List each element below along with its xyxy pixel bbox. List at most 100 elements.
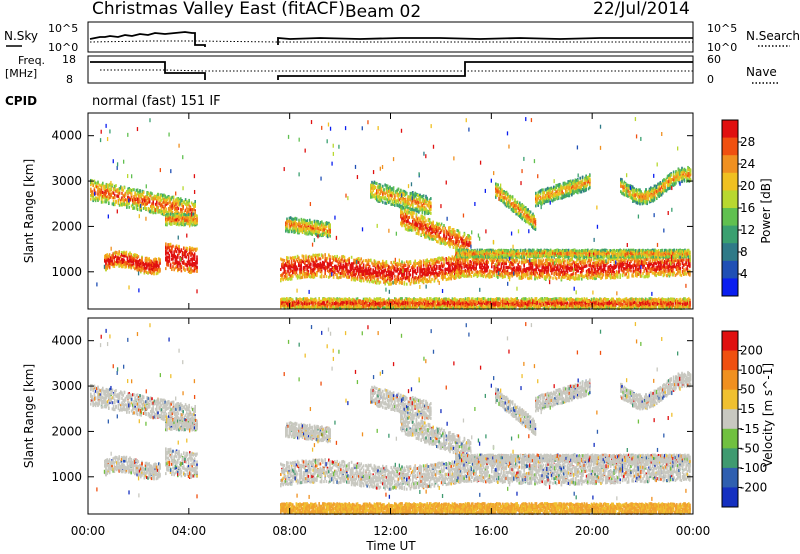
- power-echo: [129, 188, 132, 192]
- power-echo: [108, 183, 110, 187]
- power-echo: [106, 186, 109, 190]
- power-echo: [122, 202, 124, 206]
- power-echo: [420, 260, 422, 264]
- power-echo: [148, 192, 151, 196]
- power-echo: [151, 196, 153, 200]
- power-echo: [150, 194, 152, 198]
- power-echo: [356, 275, 359, 279]
- power-echo: [104, 184, 106, 188]
- power-echo: [115, 189, 117, 193]
- power-echo: [329, 230, 331, 234]
- power-echo: [141, 257, 143, 261]
- power-echo: [117, 189, 120, 193]
- power-echo: [428, 267, 431, 271]
- power-echo: [102, 181, 104, 185]
- power-echo: [379, 280, 382, 284]
- power-echo: [126, 198, 128, 202]
- power-echo: [353, 269, 355, 273]
- power-echo: [408, 215, 410, 219]
- power-echo: [505, 262, 507, 266]
- power-echo: [133, 188, 135, 192]
- power-echo: [128, 201, 130, 205]
- power-echo: [150, 204, 152, 208]
- power-echo: [340, 275, 342, 279]
- nsearch-tick-low: 10^0: [707, 41, 737, 54]
- power-echo: [90, 193, 92, 197]
- power-echo: [444, 274, 446, 278]
- power-echo: [144, 206, 146, 210]
- nsearch-label: N.Search: [746, 29, 800, 43]
- power-echo: [121, 202, 123, 206]
- power-echo: [94, 184, 97, 188]
- power-echo: [362, 259, 365, 263]
- power-echo: [112, 196, 115, 200]
- date-label: 22/Jul/2014: [593, 0, 690, 19]
- power-echo: [421, 211, 424, 215]
- power-echo: [196, 260, 198, 264]
- power-echo: [148, 194, 151, 198]
- power-echo: [148, 200, 151, 204]
- power-echo: [167, 263, 169, 267]
- power-echo: [323, 275, 325, 279]
- power-echo: [184, 268, 186, 272]
- power-echo: [110, 194, 112, 198]
- power-echo: [108, 188, 110, 192]
- nsky-series-2: [277, 37, 693, 45]
- power-echo: [109, 182, 111, 186]
- power-echo: [126, 204, 128, 208]
- power-echo: [102, 183, 104, 187]
- power-echo: [416, 268, 419, 272]
- power-echo: [166, 222, 168, 226]
- power-echo: [404, 263, 407, 267]
- power-echo: [114, 188, 116, 192]
- power-echo: [99, 188, 102, 192]
- power-echo: [96, 182, 98, 186]
- power-echo: [370, 258, 372, 262]
- power-echo: [150, 191, 152, 195]
- power-echo: [394, 266, 396, 270]
- power-echo: [318, 253, 320, 257]
- power-echo: [115, 184, 117, 188]
- power-echo: [116, 194, 118, 198]
- power-echo: [458, 240, 461, 244]
- power-echo: [324, 253, 326, 257]
- power-echo: [348, 275, 350, 279]
- power-echo: [130, 188, 133, 192]
- power-echo: [169, 263, 172, 267]
- power-echo: [159, 259, 161, 263]
- power-echo: [130, 266, 132, 270]
- power-echo: [123, 198, 126, 202]
- power-echo: [142, 202, 145, 206]
- power-echo: [111, 202, 114, 206]
- power-echo: [386, 184, 389, 188]
- power-echo: [414, 268, 416, 272]
- power-echo: [348, 258, 350, 262]
- power-echo: [136, 190, 139, 194]
- freq-label: Freq.: [18, 54, 45, 67]
- power-echo: [147, 197, 150, 201]
- power-echo: [430, 197, 432, 201]
- power-echo: [117, 198, 120, 202]
- power-echo: [123, 195, 126, 199]
- power-echo: [169, 242, 172, 246]
- power-echo: [332, 275, 335, 279]
- power-echo: [135, 188, 138, 192]
- power-echo: [105, 191, 108, 195]
- power-echo: [96, 196, 98, 200]
- power-echo: [180, 248, 183, 252]
- power-echo: [117, 195, 120, 199]
- power-echo: [382, 200, 384, 204]
- power-echo: [121, 188, 123, 192]
- power-echo: [518, 260, 521, 264]
- power-echo: [171, 222, 173, 226]
- power-echo: [409, 273, 412, 277]
- power-echo: [121, 191, 123, 195]
- power-echo: [98, 183, 100, 187]
- power-echo: [392, 272, 395, 276]
- power-echo: [430, 204, 432, 208]
- power-echo: [443, 263, 445, 267]
- power-echo: [127, 190, 129, 194]
- power-echo: [122, 194, 124, 198]
- power-echo: [100, 188, 103, 192]
